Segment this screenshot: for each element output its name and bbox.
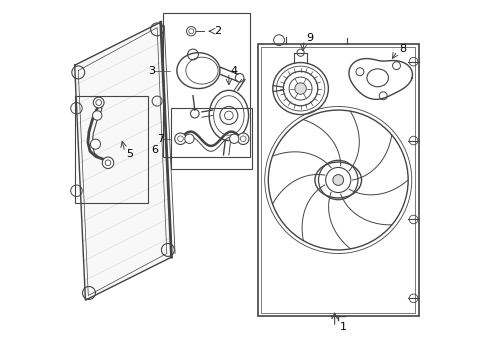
Text: 8: 8 bbox=[399, 44, 406, 54]
Circle shape bbox=[93, 111, 102, 120]
Bar bbox=[172, 108, 252, 169]
Bar bbox=[163, 13, 250, 157]
Text: 2: 2 bbox=[214, 26, 221, 36]
Text: 1: 1 bbox=[340, 322, 347, 332]
Text: 4: 4 bbox=[231, 66, 238, 76]
Text: 6: 6 bbox=[151, 144, 158, 154]
Text: 9: 9 bbox=[306, 33, 313, 43]
Circle shape bbox=[93, 97, 104, 108]
Bar bbox=[261, 47, 416, 313]
Circle shape bbox=[238, 133, 249, 144]
Bar bbox=[74, 96, 148, 203]
Text: 3: 3 bbox=[148, 66, 155, 76]
Circle shape bbox=[185, 134, 194, 143]
Bar bbox=[258, 44, 419, 316]
Circle shape bbox=[102, 157, 114, 168]
Text: 7: 7 bbox=[157, 134, 164, 144]
Polygon shape bbox=[74, 22, 172, 300]
Circle shape bbox=[333, 175, 343, 185]
Circle shape bbox=[91, 139, 100, 149]
Text: 5: 5 bbox=[126, 149, 133, 159]
Circle shape bbox=[175, 133, 186, 144]
Circle shape bbox=[230, 134, 239, 143]
Circle shape bbox=[295, 83, 306, 94]
